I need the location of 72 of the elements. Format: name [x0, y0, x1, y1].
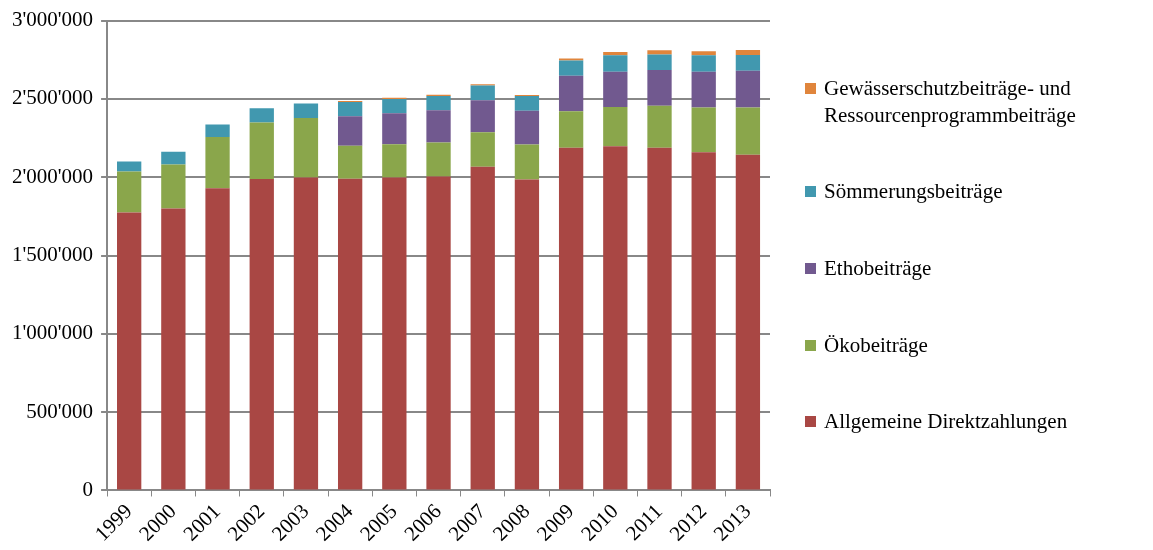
bar	[293, 177, 319, 490]
bar	[161, 208, 186, 490]
bar	[426, 110, 451, 143]
bar	[691, 51, 716, 56]
bar	[735, 154, 761, 490]
legend-label: Allgemeine Direktzahlungen	[824, 408, 1068, 436]
legend-label: Sömmerungsbeiträge	[824, 178, 1003, 206]
bar	[382, 144, 407, 178]
bar	[735, 107, 761, 155]
bar	[337, 101, 363, 117]
bar	[426, 96, 451, 111]
bar	[470, 85, 495, 101]
bar	[249, 178, 274, 490]
bar	[514, 144, 540, 180]
bar	[426, 142, 451, 177]
y-tick-label: 500'000	[26, 398, 94, 423]
legend-label: Gewässerschutzbeiträge- und Ressourcenprogrammbeiträge	[824, 74, 1077, 129]
bar	[161, 164, 186, 209]
bar	[647, 70, 672, 106]
legend-label: Ökobeiträge	[824, 331, 928, 359]
bar	[558, 60, 584, 76]
bar	[603, 106, 628, 147]
bar	[293, 118, 319, 178]
bar	[514, 96, 540, 111]
bar	[293, 103, 319, 119]
bar	[647, 105, 672, 148]
y-tick-label: 0	[82, 477, 94, 501]
bar	[735, 54, 761, 71]
bar	[249, 122, 274, 179]
bar	[426, 176, 451, 490]
bar	[647, 54, 672, 71]
bar	[647, 147, 672, 490]
bar	[249, 108, 274, 123]
bar	[558, 147, 584, 490]
bar	[603, 52, 628, 56]
bar	[603, 146, 628, 490]
bar	[735, 70, 761, 108]
bar	[735, 49, 761, 55]
bar	[382, 113, 407, 145]
bar	[558, 111, 584, 148]
bar	[470, 100, 495, 133]
y-tick-label: 2'500'000	[11, 85, 94, 110]
bar	[558, 75, 584, 112]
y-tick-label: 1'000'000	[11, 320, 94, 345]
bar	[205, 188, 230, 490]
bar	[161, 151, 186, 165]
bar	[337, 116, 363, 146]
bar	[691, 71, 716, 108]
y-tick-label: 1'500'000	[11, 242, 94, 267]
bar	[382, 99, 407, 114]
bar	[470, 132, 495, 167]
bar	[603, 71, 628, 107]
bar	[117, 161, 142, 172]
bar	[558, 58, 584, 61]
legend-label: Ethobeiträge	[824, 255, 932, 282]
bar	[205, 124, 230, 137]
bar	[337, 145, 363, 179]
bar	[691, 107, 716, 153]
bar	[470, 166, 495, 490]
bar	[205, 136, 230, 189]
bar	[382, 177, 407, 490]
bar	[691, 152, 716, 490]
y-tick-label: 2'000'000	[11, 163, 94, 188]
bar	[514, 110, 540, 145]
bar	[647, 50, 672, 55]
y-tick-label: 3'000'000	[11, 7, 94, 32]
bar	[337, 178, 363, 490]
bar	[117, 212, 142, 490]
bar	[514, 179, 540, 490]
bar	[603, 55, 628, 72]
bar	[691, 55, 716, 72]
bar	[117, 171, 142, 213]
